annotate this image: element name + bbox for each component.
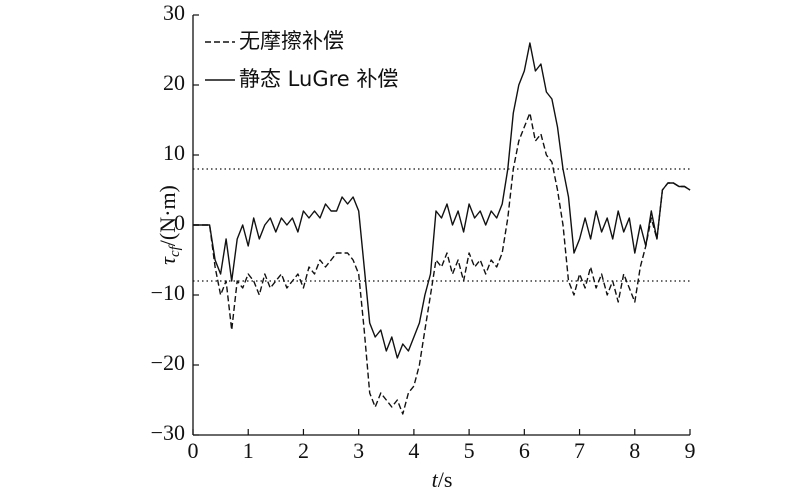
x-label-symbol: t [432,467,439,492]
series-line [193,42,691,359]
y-label-unit: /(N·m) [155,185,180,246]
y-tick-label: −10 [151,280,185,305]
y-tick-label: 20 [163,70,185,95]
x-axis-label: t/s [432,467,453,492]
y-label-subscript: cf [167,244,183,257]
x-label-unit: /s [438,467,453,492]
x-tick-label: 8 [629,438,640,463]
x-tick-label: 2 [298,438,309,463]
x-tick-label: 9 [685,438,696,463]
legend-label: 静态 LuGre 补偿 [239,67,398,91]
series-line [193,112,691,415]
x-tick-label: 1 [243,438,254,463]
x-tick-label: 5 [464,438,475,463]
legend-label: 无摩擦补偿 [239,29,344,53]
y-tick-label: −30 [151,420,185,445]
y-tick-label: 0 [174,210,185,235]
y-axis-label: τcf/(N·m) [155,185,183,265]
x-tick-label: 3 [353,438,364,463]
y-tick-label: 10 [163,140,185,165]
y-tick-label: 30 [163,0,185,25]
x-tick-label: 6 [519,438,530,463]
x-tick-label: 7 [574,438,585,463]
x-tick-label: 0 [188,438,199,463]
y-tick-label: −20 [151,350,185,375]
x-tick-label: 4 [408,438,419,463]
y-label-symbol: τ [155,256,180,265]
